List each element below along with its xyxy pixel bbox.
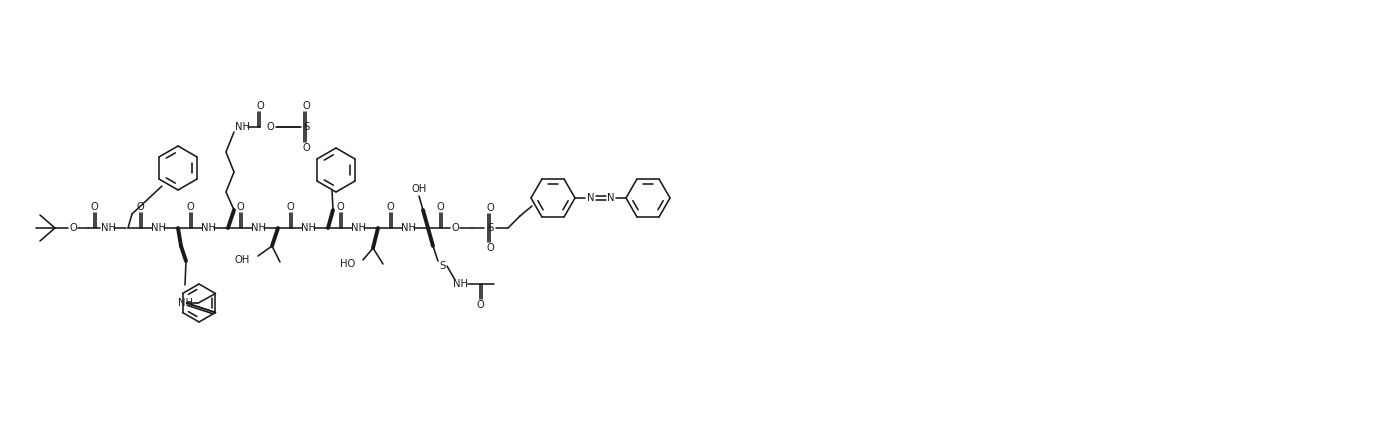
Text: O: O bbox=[302, 143, 309, 153]
Text: N: N bbox=[608, 193, 615, 203]
Text: O: O bbox=[302, 101, 309, 111]
Text: S: S bbox=[441, 261, 446, 271]
Text: O: O bbox=[487, 203, 493, 213]
Text: NH: NH bbox=[201, 223, 216, 233]
Text: O: O bbox=[70, 223, 77, 233]
Text: O: O bbox=[452, 223, 459, 233]
Text: NH: NH bbox=[234, 122, 250, 132]
Text: O: O bbox=[187, 202, 194, 212]
Text: OH: OH bbox=[234, 255, 250, 265]
Text: O: O bbox=[286, 202, 294, 212]
Text: S: S bbox=[487, 223, 493, 233]
Text: NH: NH bbox=[301, 223, 315, 233]
Text: O: O bbox=[477, 300, 484, 310]
Text: NH: NH bbox=[151, 223, 166, 233]
Text: O: O bbox=[137, 202, 144, 212]
Text: NH: NH bbox=[100, 223, 116, 233]
Text: NH: NH bbox=[453, 279, 468, 289]
Text: O: O bbox=[266, 122, 273, 132]
Text: O: O bbox=[336, 202, 344, 212]
Text: S: S bbox=[302, 122, 309, 132]
Text: OH: OH bbox=[411, 184, 427, 194]
Text: O: O bbox=[236, 202, 244, 212]
Text: O: O bbox=[487, 243, 493, 253]
Text: NH: NH bbox=[400, 223, 415, 233]
Text: O: O bbox=[436, 202, 443, 212]
Text: N: N bbox=[587, 193, 595, 203]
Text: NH: NH bbox=[251, 223, 265, 233]
Text: O: O bbox=[386, 202, 395, 212]
Text: HO: HO bbox=[340, 259, 355, 269]
Text: NH: NH bbox=[178, 298, 194, 308]
Text: O: O bbox=[256, 101, 263, 111]
Text: NH: NH bbox=[350, 223, 365, 233]
Text: O: O bbox=[91, 202, 98, 212]
